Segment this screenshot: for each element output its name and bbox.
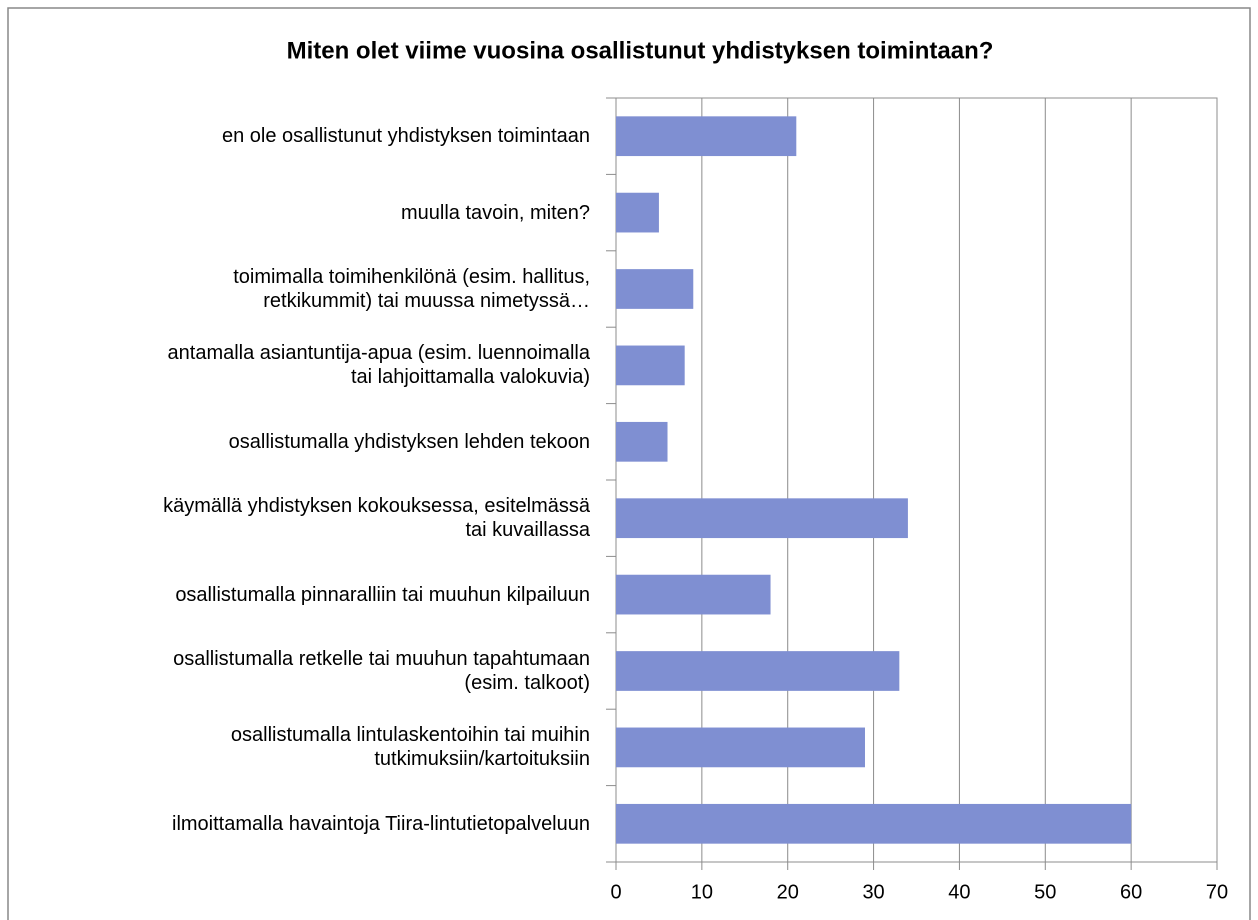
y-tick-label: osallistumalla pinnaralliin tai muuhun k… xyxy=(175,583,590,606)
y-tick-label: osallistumalla retkelle tai muuhun tapah… xyxy=(173,648,590,694)
x-tick-label: 70 xyxy=(1206,881,1228,903)
bar xyxy=(616,803,1132,844)
x-tick-label: 30 xyxy=(862,881,884,903)
x-tick-label: 60 xyxy=(1120,881,1142,903)
y-tick-label: toimimalla toimihenkilönä (esim. hallitu… xyxy=(233,266,590,312)
bar xyxy=(616,269,694,309)
bar xyxy=(616,116,797,157)
y-tick-label: ilmoittamalla havaintoja Tiira-lintutiet… xyxy=(172,812,590,835)
chart-title: Miten olet viime vuosina osallistunut yh… xyxy=(287,37,994,64)
x-tick-label: 10 xyxy=(691,881,713,903)
y-tick-label: muulla tavoin, miten? xyxy=(401,201,590,224)
bar xyxy=(616,421,668,462)
y-tick-label: käymällä yhdistyksen kokouksessa, esitel… xyxy=(163,495,590,542)
y-tick-label: en ole osallistunut yhdistyksen toiminta… xyxy=(222,125,590,148)
x-tick-label: 40 xyxy=(948,881,970,903)
y-tick-label: antamalla asiantuntija-apua (esim. luenn… xyxy=(167,342,590,389)
bar xyxy=(616,574,771,615)
x-tick-label: 0 xyxy=(610,881,621,903)
bar xyxy=(616,651,900,691)
bar xyxy=(616,192,659,233)
bar xyxy=(616,345,685,386)
chart-border xyxy=(7,7,1251,920)
x-tick-label: 50 xyxy=(1034,881,1056,903)
y-tick-label: osallistumalla lintulaskentoihin tai mui… xyxy=(230,724,590,771)
bar xyxy=(616,727,865,768)
bar xyxy=(616,498,908,539)
x-tick-label: 20 xyxy=(777,881,799,903)
y-tick-label: osallistumalla yhdistyksen lehden tekoon xyxy=(228,430,590,453)
